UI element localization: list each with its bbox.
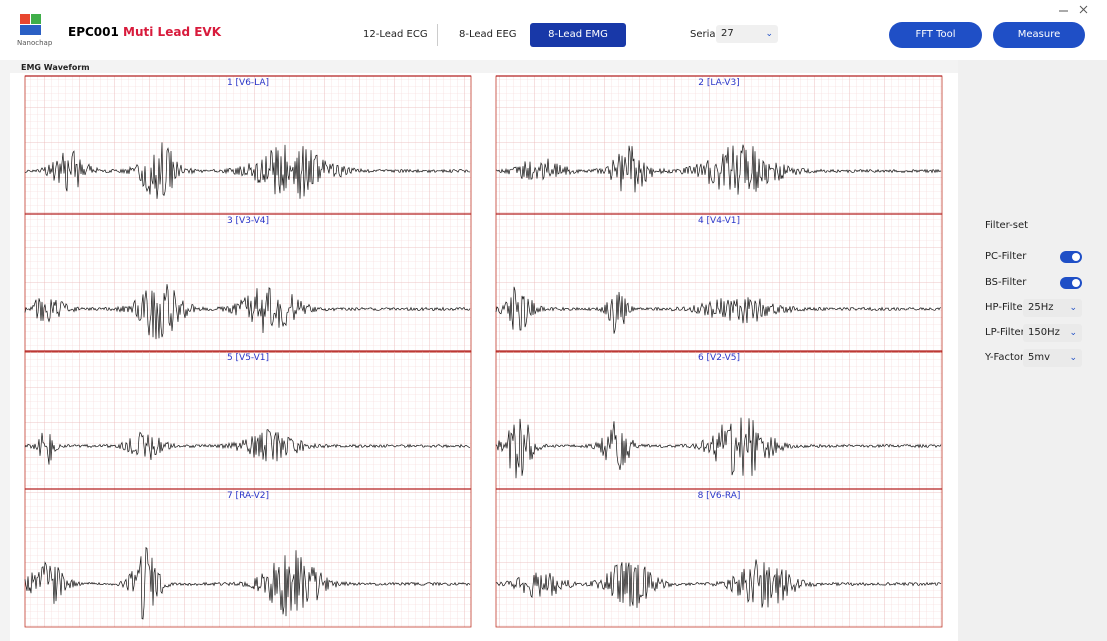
product-name: EPC001 bbox=[68, 25, 119, 39]
separator bbox=[437, 24, 438, 46]
channel-label: 5 [V5-V1] bbox=[227, 353, 269, 363]
toggle[interactable] bbox=[1060, 277, 1082, 289]
section-title: EMG Waveform bbox=[21, 63, 90, 72]
app-title: EPC001 Muti Lead EVK bbox=[68, 25, 221, 39]
product-suffix: Muti Lead EVK bbox=[123, 25, 221, 39]
select-value: 5mv bbox=[1028, 352, 1051, 363]
grid bbox=[495, 350, 943, 490]
serial-label: Serial bbox=[690, 29, 719, 40]
select-value: 150Hz bbox=[1028, 327, 1060, 338]
channel-label: 7 [RA-V2] bbox=[227, 491, 269, 501]
select[interactable]: 150Hz ⌄ bbox=[1023, 324, 1082, 342]
grid bbox=[24, 75, 472, 215]
button[interactable]: FFT Tool bbox=[889, 22, 982, 48]
tab[interactable]: 8-Lead EEG bbox=[459, 29, 517, 40]
grid bbox=[24, 213, 472, 353]
select-label: LP-Filter bbox=[985, 327, 1025, 338]
waveform bbox=[495, 144, 942, 195]
grid bbox=[24, 350, 472, 490]
channel-label: 2 [LA-V3] bbox=[698, 78, 739, 88]
channel-label: 8 [V6-RA] bbox=[698, 491, 741, 501]
channel-label: 4 [V4-V1] bbox=[698, 216, 740, 226]
channel-label: 3 [V3-V4] bbox=[227, 216, 269, 226]
waveform bbox=[24, 142, 471, 199]
waveform bbox=[495, 559, 942, 608]
waveform-area: 1 [V6-LA] 2 [LA-V3] 3 [V3-V4] 4 [V4-V1] 5 [V… bbox=[10, 73, 958, 641]
logo-text: Nanochap bbox=[17, 39, 53, 47]
serial-value: 27 bbox=[721, 28, 734, 39]
select[interactable]: 25Hz ⌄ bbox=[1023, 299, 1082, 317]
waveform bbox=[24, 429, 471, 465]
sidebar-title: Filter-set bbox=[985, 220, 1029, 231]
button[interactable]: Measure bbox=[993, 22, 1085, 48]
tab-active[interactable]: 8-Lead EMG bbox=[530, 23, 626, 47]
toggle[interactable] bbox=[1060, 251, 1082, 263]
grid bbox=[495, 488, 943, 628]
select-value: 25Hz bbox=[1028, 302, 1054, 313]
toggle-label: PC-Filter bbox=[985, 251, 1027, 262]
toggle-label: BS-Filter bbox=[985, 277, 1027, 288]
grid bbox=[24, 488, 472, 628]
window-controls[interactable] bbox=[1050, 3, 1100, 17]
channel-label: 1 [V6-LA] bbox=[227, 78, 269, 88]
tab[interactable]: 12-Lead ECG bbox=[363, 29, 428, 40]
logo bbox=[20, 14, 41, 35]
serial-select[interactable]: 27 ⌄ bbox=[716, 25, 778, 43]
waveform bbox=[495, 417, 942, 479]
select-label: Y-Factor bbox=[985, 352, 1025, 363]
waveform bbox=[495, 286, 942, 334]
select[interactable]: 5mv ⌄ bbox=[1023, 349, 1082, 367]
waveform bbox=[24, 284, 471, 340]
channel-label: 6 [V2-V5] bbox=[698, 353, 740, 363]
waveform bbox=[24, 546, 471, 620]
select-label: HP-Filter bbox=[985, 302, 1027, 313]
grid bbox=[495, 213, 943, 353]
grid bbox=[495, 75, 943, 215]
